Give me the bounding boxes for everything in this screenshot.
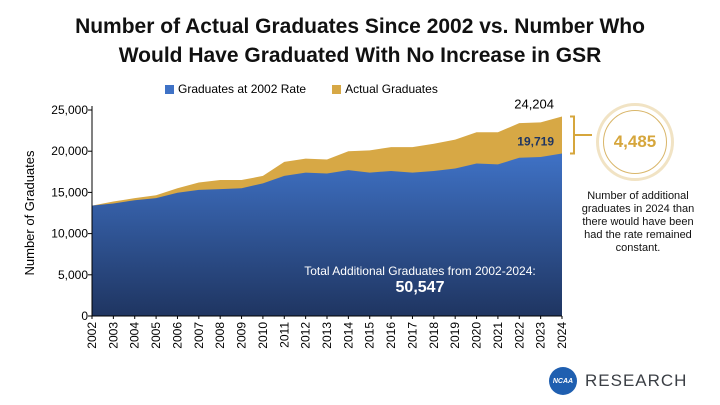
x-tick-label: 2017	[405, 322, 419, 349]
y-axis-label: Number of Graduates	[22, 150, 37, 276]
research-wordmark: RESEARCH	[585, 371, 688, 390]
ncaa-research-logo: NCAA RESEARCH	[549, 367, 687, 395]
legend-item-actual: Actual Graduates	[332, 82, 438, 96]
x-tick-label: 2004	[128, 322, 142, 349]
x-tick-label: 2018	[427, 322, 441, 349]
x-tick-label: 2013	[320, 322, 334, 349]
legend: Graduates at 2002 Rate Actual Graduates	[165, 82, 438, 96]
x-tick-label: 2008	[213, 322, 227, 349]
x-tick-label: 2010	[256, 322, 270, 349]
y-tick-label: 0	[81, 309, 88, 323]
x-tick-label: 2011	[277, 322, 291, 348]
chart-title-line-1: Number of Actual Graduates Since 2002 vs…	[75, 15, 645, 38]
x-tick-label: 2005	[149, 322, 163, 349]
x-tick-label: 2022	[512, 322, 526, 349]
x-tick-label: 2007	[192, 322, 206, 349]
total-additional-value: 50,547	[395, 279, 445, 296]
ncaa-logo-icon: NCAA	[549, 367, 577, 395]
y-tick-label: 15,000	[51, 185, 88, 199]
x-tick-label: 2012	[299, 322, 313, 349]
y-tick-label: 25,000	[51, 103, 88, 117]
x-tick-label: 2014	[341, 322, 355, 349]
x-tick-label: 2006	[170, 322, 184, 349]
difference-callout-note: Number of additional graduates in 2024 t…	[581, 190, 695, 254]
legend-label-2002-rate: Graduates at 2002 Rate	[178, 82, 307, 96]
legend-label-actual: Actual Graduates	[345, 82, 438, 96]
y-tick-label: 5,000	[58, 268, 88, 282]
x-tick-label: 2009	[235, 322, 249, 349]
gap-bracket	[570, 115, 592, 155]
chart-title-line-2: Would Have Graduated With No Increase in…	[118, 44, 602, 67]
x-tick-label: 2016	[384, 322, 398, 349]
x-tick-label: 2002	[85, 322, 99, 349]
x-tick-label: 2019	[448, 322, 462, 349]
chart-title: Number of Actual Graduates Since 2002 vs…	[0, 12, 720, 70]
x-tick-label: 2023	[534, 322, 548, 349]
x-tick-label: 2003	[106, 322, 120, 349]
total-additional-label: Total Additional Graduates from 2002-202…	[304, 264, 536, 278]
data-label-2002-rate-2024: 19,719	[517, 135, 554, 149]
legend-swatch-2002-rate	[165, 84, 174, 94]
x-tick-label: 2015	[363, 322, 377, 349]
x-tick-label: 2020	[470, 322, 484, 349]
difference-callout-circle: 4,485	[596, 103, 674, 181]
difference-callout-ring: 4,485	[603, 110, 667, 174]
area-graduates-2002-rate	[92, 153, 562, 316]
legend-swatch-actual	[332, 84, 342, 94]
ncaa-logo-badge-text: NCAA	[552, 377, 574, 385]
legend-item-2002-rate: Graduates at 2002 Rate	[165, 82, 306, 96]
x-tick-label: 2021	[491, 322, 505, 349]
difference-callout-value: 4,485	[613, 132, 657, 151]
data-label-actual-2024: 24,204	[514, 97, 554, 112]
y-tick-label: 10,000	[51, 227, 88, 241]
x-tick-label: 2024	[555, 322, 569, 349]
y-tick-label: 20,000	[51, 144, 88, 158]
